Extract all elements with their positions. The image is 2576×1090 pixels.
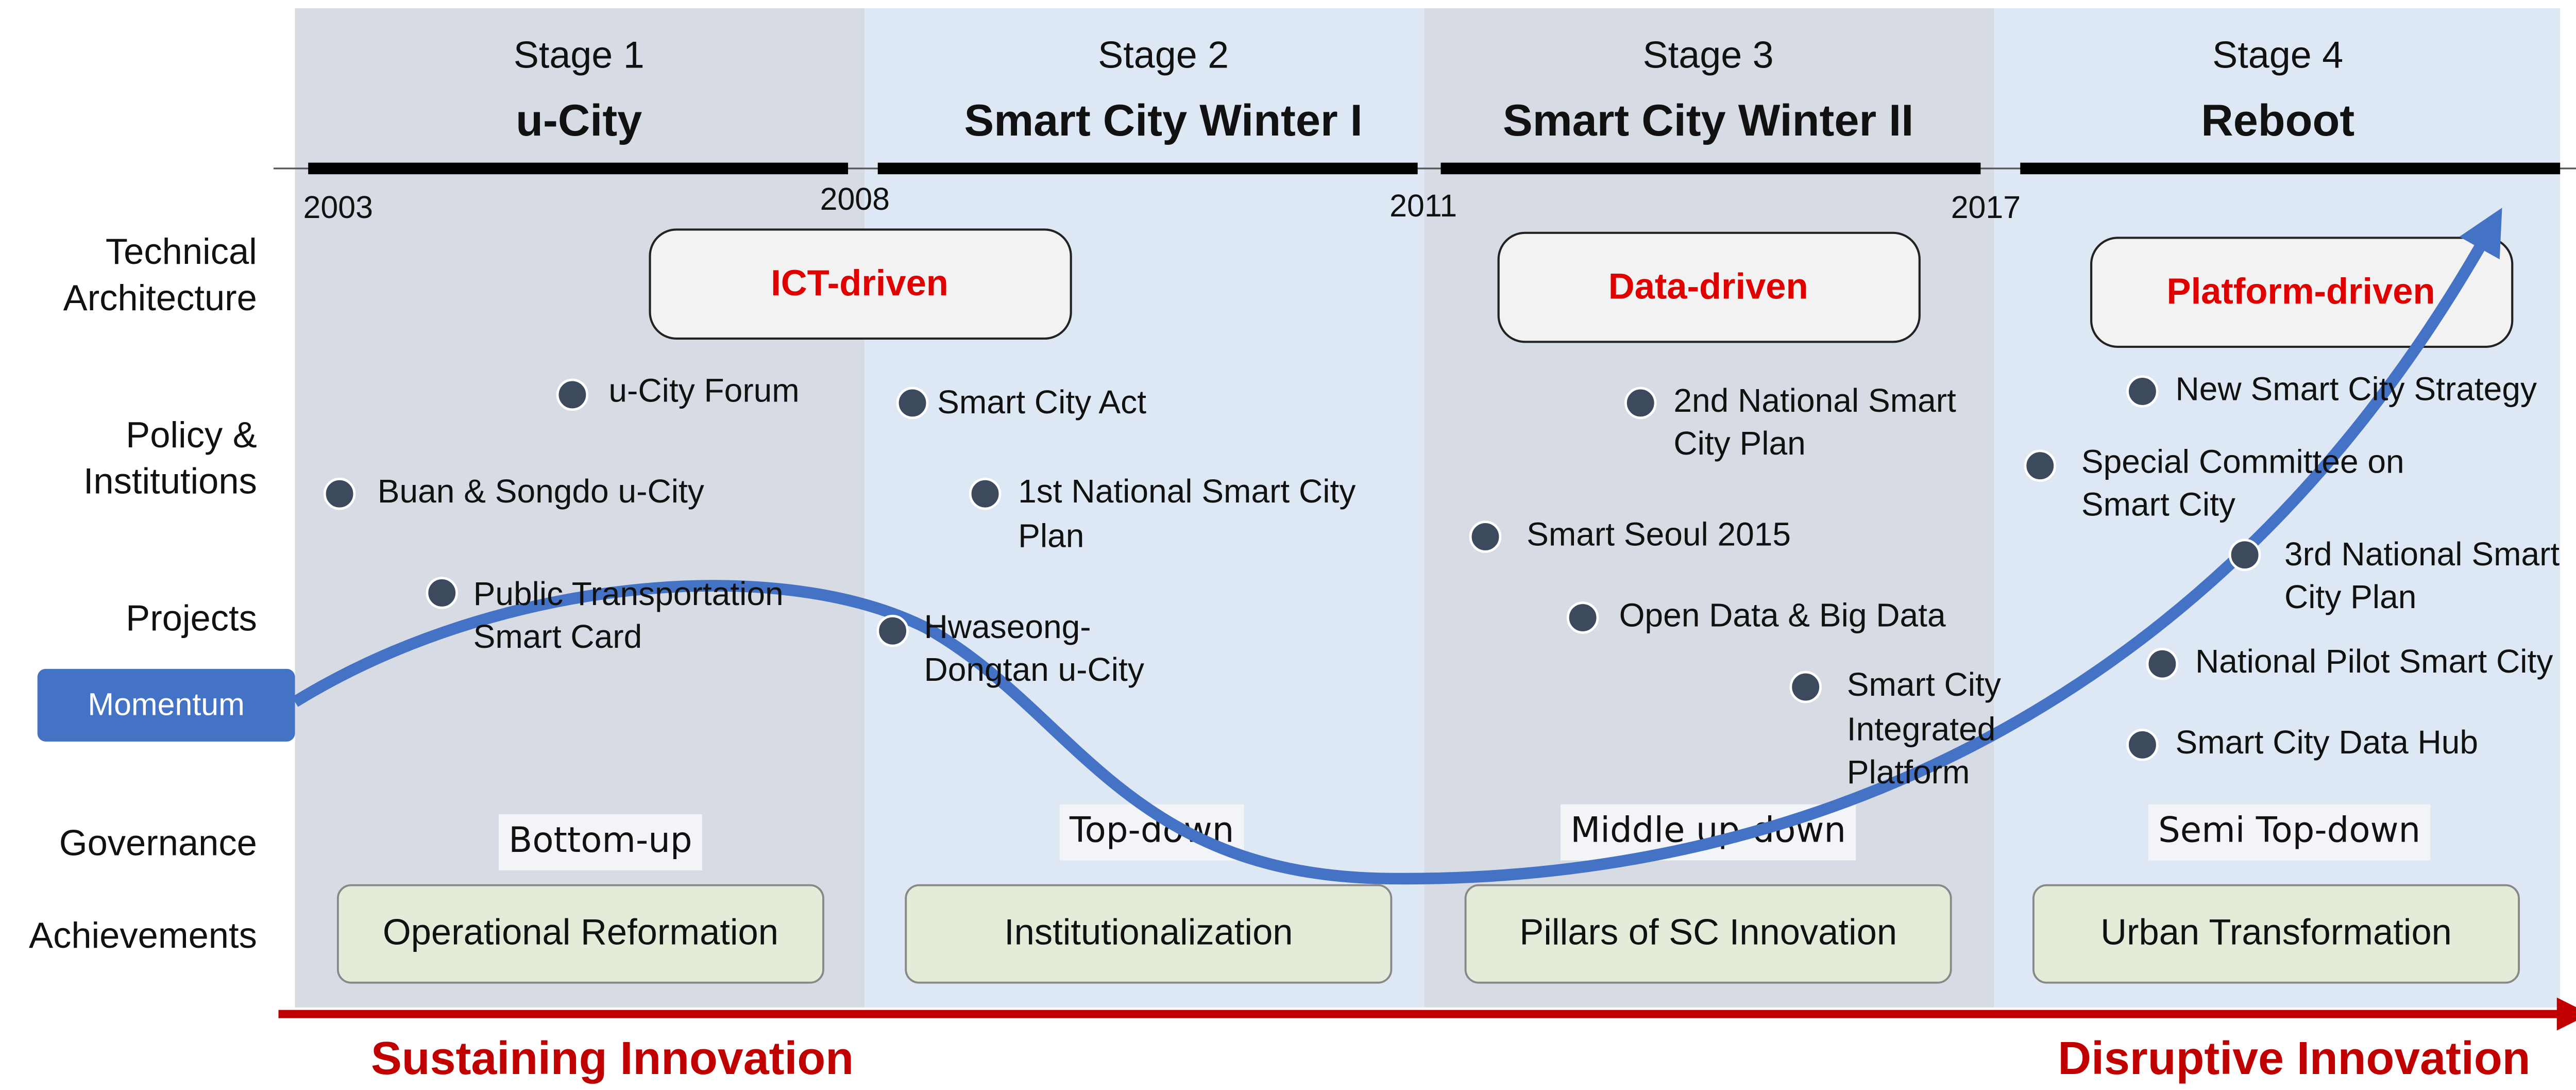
event-label: 3rd National Smart bbox=[2284, 535, 2560, 573]
event-dot bbox=[876, 614, 909, 647]
event-dot bbox=[1566, 601, 1599, 634]
event-label: u-City Forum bbox=[608, 372, 799, 409]
achievement-box bbox=[336, 884, 824, 984]
event-dot bbox=[969, 477, 1002, 510]
event-dot bbox=[426, 577, 458, 609]
stage-label: Stage 4 bbox=[2212, 33, 2343, 76]
event-dot bbox=[1789, 670, 1822, 703]
stage-name: Smart City Winter II bbox=[1503, 96, 1913, 145]
driver-label: Data-driven bbox=[1608, 265, 1808, 306]
event-dot bbox=[2228, 539, 2261, 571]
stage-name: u-City bbox=[516, 96, 642, 145]
year-label: 2011 bbox=[1389, 188, 1457, 223]
event-dot bbox=[2126, 375, 2159, 408]
momentum-curve bbox=[292, 208, 2502, 885]
momentum-box bbox=[37, 668, 295, 742]
event-dot bbox=[896, 387, 929, 420]
row-label: Governance bbox=[59, 822, 257, 863]
momentum-label: Momentum bbox=[88, 687, 244, 722]
row-label: Policy & bbox=[126, 414, 257, 455]
row-label: Projects bbox=[126, 598, 257, 639]
event-dot bbox=[323, 477, 356, 510]
event-label: Smart City bbox=[1847, 666, 2001, 703]
stage-name: Reboot bbox=[2201, 96, 2354, 145]
governance-label: Bottom-up bbox=[509, 820, 692, 860]
stage-label: Stage 2 bbox=[1098, 33, 1229, 76]
event-label: Smart City Data Hub bbox=[2176, 724, 2479, 761]
achievement-box bbox=[2032, 884, 2520, 984]
row-label: Technical bbox=[106, 231, 257, 272]
event-label: Open Data & Big Data bbox=[1619, 596, 1946, 633]
event-label: Smart Seoul 2015 bbox=[1527, 515, 1791, 552]
achievement-label: Pillars of SC Innovation bbox=[1519, 911, 1897, 952]
row-label: Achievements bbox=[29, 915, 257, 955]
row-label: Institutions bbox=[83, 461, 257, 501]
event-label: Plan bbox=[1018, 517, 1084, 555]
achievement-label: Urban Transformation bbox=[2100, 911, 2452, 952]
innovation-left: Sustaining Innovation bbox=[371, 1033, 854, 1084]
event-label: Public Transportation bbox=[473, 575, 784, 612]
event-label: 2nd National Smart bbox=[1673, 382, 1956, 419]
governance-bg bbox=[2148, 804, 2431, 861]
driver-label: Platform-driven bbox=[2167, 271, 2435, 311]
event-label: 1st National Smart City bbox=[1018, 473, 1355, 510]
stage-label: Stage 1 bbox=[514, 33, 645, 76]
event-dot bbox=[556, 378, 589, 411]
governance-label: Semi Top-down bbox=[2158, 810, 2420, 850]
year-label: 2017 bbox=[1951, 190, 2021, 225]
event-dot bbox=[2126, 729, 2159, 761]
event-dot bbox=[2024, 449, 2056, 482]
event-label: Smart Card bbox=[473, 618, 642, 655]
achievement-box bbox=[1464, 884, 1952, 984]
innovation-arrowhead bbox=[2556, 997, 2576, 1031]
stage-name: Smart City Winter I bbox=[964, 96, 1363, 145]
innovation-right: Disruptive Innovation bbox=[2058, 1033, 2530, 1084]
event-label: Special Committee on bbox=[2081, 443, 2404, 480]
event-label: Integrated bbox=[1847, 711, 1996, 748]
event-label: City Plan bbox=[2284, 578, 2416, 615]
achievement-box bbox=[905, 884, 1393, 984]
event-dot bbox=[1624, 387, 1657, 420]
event-label: New Smart City Strategy bbox=[2176, 370, 2537, 407]
stage-label: Stage 3 bbox=[1643, 33, 1774, 76]
event-label: National Pilot Smart City bbox=[2195, 643, 2553, 680]
row-label: Architecture bbox=[63, 277, 257, 318]
event-label: Smart City bbox=[2081, 486, 2235, 523]
event-label: Buan & Songdo u-City bbox=[378, 473, 704, 510]
event-dot bbox=[1469, 521, 1502, 553]
achievement-label: Operational Reformation bbox=[383, 911, 778, 952]
year-label: 2003 bbox=[303, 190, 373, 225]
event-label: City Plan bbox=[1673, 425, 1805, 462]
driver-box bbox=[649, 228, 1072, 340]
driver-box bbox=[1497, 231, 1921, 343]
event-label: Platform bbox=[1847, 753, 1970, 791]
event-dot bbox=[2146, 647, 2179, 680]
event-label: Hwaseong- bbox=[924, 608, 1091, 645]
achievement-label: Institutionalization bbox=[1004, 911, 1293, 952]
event-label: Dongtan u-City bbox=[924, 651, 1144, 688]
governance-bg bbox=[498, 814, 702, 870]
year-label: 2008 bbox=[820, 181, 890, 216]
event-label: Smart City Act bbox=[937, 383, 1146, 421]
driver-box bbox=[2090, 237, 2514, 348]
driver-label: ICT-driven bbox=[771, 262, 948, 303]
